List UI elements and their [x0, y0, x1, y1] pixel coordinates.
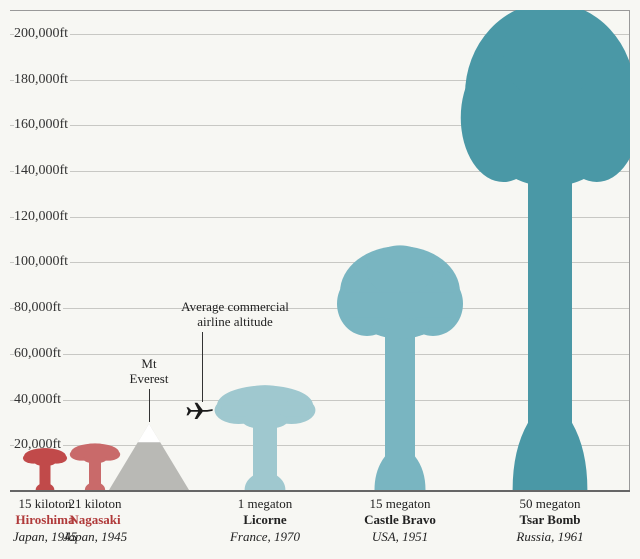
baseline [10, 490, 630, 492]
item-label: 21 kilotonNagasakiJapan, 1945 [45, 496, 145, 545]
item-yield: 50 megaton [500, 496, 600, 512]
item-yield: 21 kiloton [45, 496, 145, 512]
nuclear-cloud-height-chart: 20,000ft 40,000ft 60,000ft 80,000ft 100,000f… [0, 0, 640, 559]
everest-leader-line [149, 389, 150, 421]
item-location: USA, 1951 [350, 529, 450, 545]
item-label: 50 megatonTsar BombRussia, 1961 [500, 496, 600, 545]
y-tick-label: 120,000ft [14, 209, 70, 225]
gridline [10, 262, 629, 263]
gridline [10, 34, 629, 35]
gridline [10, 400, 629, 401]
y-tick-label: 20,000ft [14, 437, 63, 453]
y-tick-label: 80,000ft [14, 300, 63, 316]
item-name: Licorne [215, 512, 315, 528]
gridline [10, 217, 629, 218]
gridline [10, 80, 629, 81]
plot-area: 20,000ft 40,000ft 60,000ft 80,000ft 100,000f… [10, 10, 630, 490]
y-tick-label: 200,000ft [14, 26, 70, 42]
y-tick-label: 100,000ft [14, 254, 70, 270]
gridline [10, 171, 629, 172]
y-tick-label: 180,000ft [14, 72, 70, 88]
item-name: Tsar Bomb [500, 512, 600, 528]
item-name: Nagasaki [45, 512, 145, 528]
gridline [10, 308, 629, 309]
item-location: Russia, 1961 [500, 529, 600, 545]
y-tick-label: 40,000ft [14, 392, 63, 408]
item-yield: 1 megaton [215, 496, 315, 512]
item-yield: 15 megaton [350, 496, 450, 512]
y-tick-label: 140,000ft [14, 163, 70, 179]
item-location: France, 1970 [215, 529, 315, 545]
gridline [10, 125, 629, 126]
y-tick-label: 160,000ft [14, 117, 70, 133]
item-label: 15 megatonCastle BravoUSA, 1951 [350, 496, 450, 545]
item-name: Castle Bravo [350, 512, 450, 528]
airline-label: Average commercialairline altitude [155, 300, 315, 330]
airline-leader-line [202, 332, 203, 402]
item-location: Japan, 1945 [45, 529, 145, 545]
gridline [10, 354, 629, 355]
gridline [10, 445, 629, 446]
item-label: 1 megatonLicorneFrance, 1970 [215, 496, 315, 545]
y-tick-label: 60,000ft [14, 346, 63, 362]
everest-label: MtEverest [114, 357, 184, 387]
